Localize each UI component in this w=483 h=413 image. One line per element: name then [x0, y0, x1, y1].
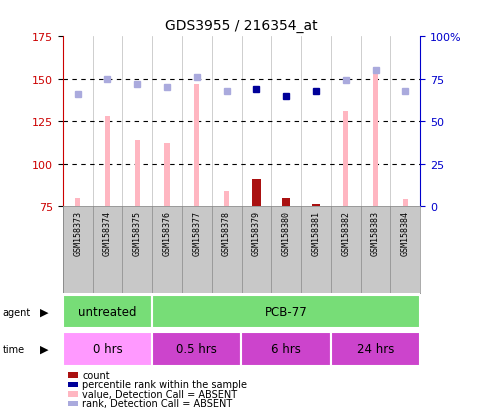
Bar	[312, 205, 320, 206]
Text: GSM158379: GSM158379	[252, 211, 261, 256]
Text: 6 hrs: 6 hrs	[271, 342, 301, 356]
Bar	[164, 144, 170, 206]
Text: GDS3955 / 216354_at: GDS3955 / 216354_at	[165, 19, 318, 33]
Bar	[282, 198, 290, 206]
Text: value, Detection Call = ABSENT: value, Detection Call = ABSENT	[82, 389, 237, 399]
Bar	[105, 117, 110, 206]
Text: 24 hrs: 24 hrs	[357, 342, 394, 356]
Bar	[343, 112, 348, 206]
Text: untreated: untreated	[78, 305, 137, 318]
Bar	[152, 332, 242, 366]
Text: GSM158374: GSM158374	[103, 211, 112, 256]
Bar	[331, 332, 420, 366]
Text: 0.5 hrs: 0.5 hrs	[176, 342, 217, 356]
Bar	[63, 295, 152, 329]
Bar	[194, 85, 199, 206]
Bar	[373, 68, 378, 206]
Bar	[75, 198, 80, 206]
Text: PCB-77: PCB-77	[265, 305, 308, 318]
Text: rank, Detection Call = ABSENT: rank, Detection Call = ABSENT	[82, 399, 232, 408]
Text: time: time	[2, 344, 25, 354]
Text: percentile rank within the sample: percentile rank within the sample	[82, 380, 247, 389]
Text: GSM158378: GSM158378	[222, 211, 231, 256]
Bar	[63, 332, 152, 366]
Text: ▶: ▶	[40, 344, 48, 354]
Bar	[252, 179, 260, 206]
Text: agent: agent	[2, 307, 30, 317]
Bar	[152, 295, 420, 329]
Text: GSM158382: GSM158382	[341, 211, 350, 256]
Text: GSM158373: GSM158373	[73, 211, 82, 256]
Text: GSM158375: GSM158375	[133, 211, 142, 256]
Bar	[224, 191, 229, 206]
Text: GSM158383: GSM158383	[371, 211, 380, 256]
Bar	[135, 140, 140, 206]
Text: count: count	[82, 370, 110, 380]
Text: GSM158380: GSM158380	[282, 211, 291, 256]
Bar	[403, 200, 408, 206]
Text: 0 hrs: 0 hrs	[93, 342, 122, 356]
Text: GSM158377: GSM158377	[192, 211, 201, 256]
Text: ▶: ▶	[40, 307, 48, 317]
Text: GSM158384: GSM158384	[401, 211, 410, 256]
Text: GSM158376: GSM158376	[163, 211, 171, 256]
Bar	[284, 200, 289, 206]
Bar	[242, 332, 331, 366]
Text: GSM158381: GSM158381	[312, 211, 320, 256]
